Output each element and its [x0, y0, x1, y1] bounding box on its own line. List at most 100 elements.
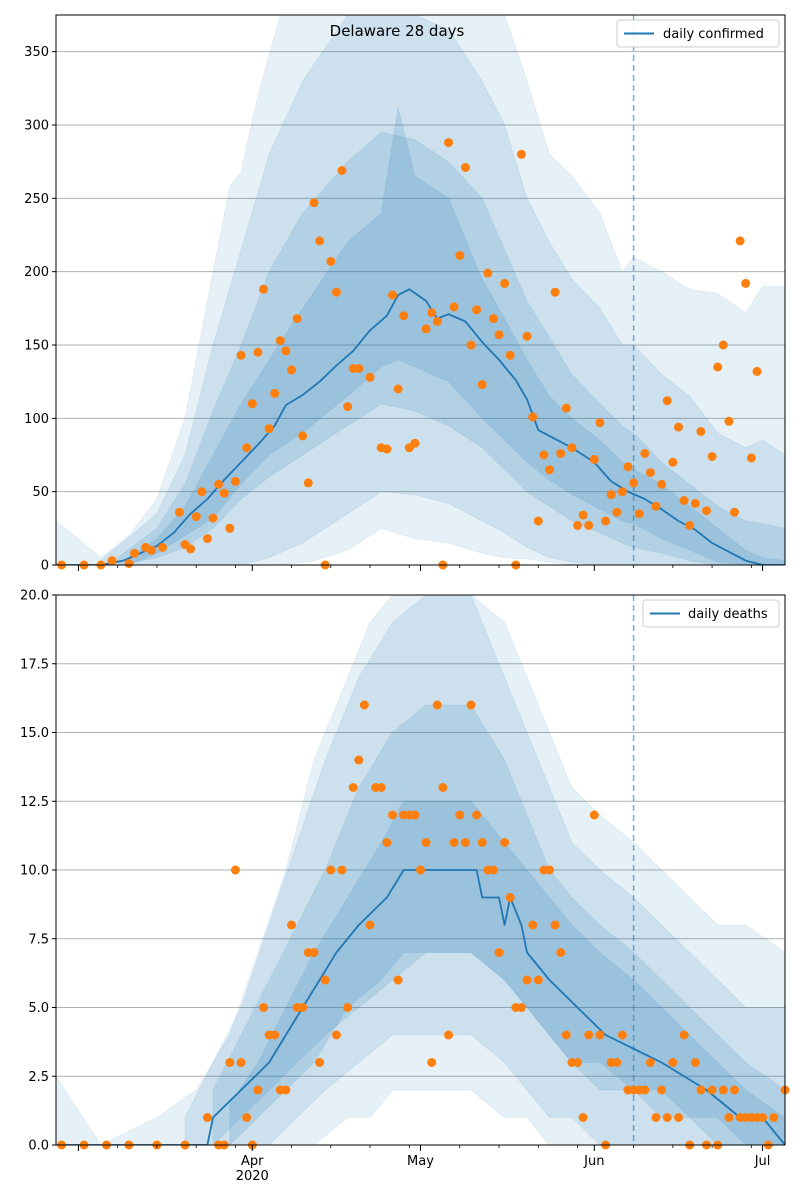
observed-point — [410, 810, 420, 820]
observed-point — [533, 516, 543, 526]
observed-point — [758, 1113, 768, 1122]
y-tick-label: 12.5 — [20, 795, 49, 810]
observed-point — [545, 865, 554, 875]
observed-point — [365, 920, 375, 930]
observed-point — [545, 465, 554, 475]
y-tick-label: 150 — [24, 339, 49, 354]
observed-point — [287, 920, 296, 930]
observed-point — [528, 920, 538, 930]
observed-point — [573, 1058, 582, 1067]
legend-box — [616, 19, 780, 48]
observed-point — [466, 700, 476, 710]
y-tick-label: 7.5 — [28, 932, 49, 947]
observed-point — [707, 1085, 717, 1095]
observed-point — [589, 810, 599, 820]
legend-confirmed: daily confirmed — [616, 19, 780, 48]
observed-point — [578, 510, 588, 520]
observed-point — [556, 948, 566, 957]
observed-point — [522, 975, 532, 985]
observed-point — [500, 838, 510, 847]
observed-point — [690, 498, 700, 508]
observed-point — [718, 1085, 728, 1095]
observed-point — [259, 1003, 268, 1012]
observed-point — [460, 838, 470, 847]
observed-point — [337, 865, 347, 875]
observed-point — [472, 305, 482, 315]
observed-point — [303, 478, 313, 488]
observed-point — [483, 268, 493, 278]
observed-point — [662, 1113, 672, 1122]
observed-point — [219, 488, 229, 498]
observed-point — [298, 431, 308, 441]
observed-point — [735, 236, 745, 246]
x-tick-label: May — [407, 1154, 434, 1169]
observed-point — [449, 302, 459, 312]
observed-point — [533, 975, 543, 985]
observed-point — [657, 1085, 667, 1095]
observed-point — [657, 479, 667, 489]
y-tick-label: 250 — [24, 192, 49, 207]
observed-point — [713, 362, 723, 372]
observed-point — [651, 501, 661, 511]
observed-point — [275, 336, 285, 346]
y-tick-label: 15.0 — [20, 726, 49, 741]
observed-point — [107, 556, 117, 566]
observed-point — [444, 138, 453, 148]
observed-point — [264, 424, 274, 434]
chart-title: Delaware 28 days — [330, 22, 465, 40]
observed-point — [309, 948, 319, 957]
observed-point — [477, 380, 487, 390]
observed-point — [253, 1085, 263, 1095]
observed-point — [617, 1030, 627, 1040]
confirmed-chart-panel: 0 50 100 150 200 250 300 350 — [24, 14, 786, 574]
observed-point — [516, 149, 526, 159]
observed-point — [617, 487, 627, 497]
observed-point — [674, 1113, 683, 1122]
observed-point — [230, 865, 240, 875]
observed-point — [640, 449, 650, 458]
observed-point — [214, 479, 224, 489]
observed-point — [741, 278, 751, 288]
observed-point — [668, 457, 678, 467]
observed-point — [561, 1030, 571, 1040]
observed-point — [550, 920, 560, 930]
observed-point — [595, 1030, 605, 1040]
observed-point — [438, 783, 448, 792]
observed-point — [202, 534, 212, 544]
observed-point — [645, 468, 655, 478]
observed-point — [488, 314, 498, 324]
observed-point — [191, 512, 201, 522]
observed-point — [674, 422, 683, 432]
legend-deaths: daily deaths — [642, 599, 780, 628]
y-tick-label: 350 — [24, 45, 49, 60]
observed-point — [186, 544, 196, 554]
observed-point — [539, 450, 549, 460]
observed-point — [746, 453, 756, 463]
observed-point — [309, 198, 319, 208]
observed-point — [432, 700, 442, 710]
observed-point — [242, 1113, 252, 1122]
y-tick-label: 20.0 — [20, 589, 49, 604]
observed-point — [259, 284, 268, 294]
observed-point — [606, 490, 616, 500]
observed-point — [343, 1003, 353, 1012]
x-tick-label: 2020 — [236, 1169, 269, 1184]
y-tick-label: 100 — [24, 412, 49, 427]
observed-point — [707, 452, 717, 461]
observed-point — [421, 838, 431, 847]
observed-point — [769, 1113, 779, 1122]
observed-point — [281, 346, 291, 356]
observed-point — [326, 256, 336, 266]
observed-point — [146, 545, 156, 555]
legend-label-daily-deaths: daily deaths — [688, 607, 768, 622]
observed-point — [315, 236, 325, 246]
observed-point — [331, 1030, 341, 1040]
observed-point — [595, 418, 605, 428]
observed-point — [230, 476, 240, 486]
observed-point — [668, 1058, 678, 1067]
observed-point — [690, 1058, 700, 1067]
observed-point — [354, 364, 364, 373]
observed-point — [270, 388, 280, 398]
observed-point — [724, 1113, 734, 1122]
